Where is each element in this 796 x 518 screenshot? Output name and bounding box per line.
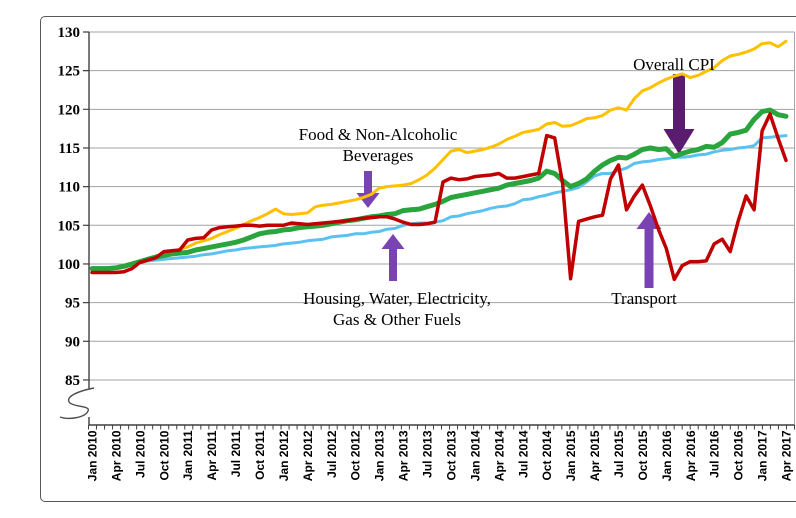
cpi-indices-line-chart: 85 90 95 100 105 110 115 120 125 130 Jan 2010 Apr 2… — [40, 16, 796, 502]
line-transport — [90, 112, 788, 282]
chart-canvas: 85 90 95 100 105 110 115 120 125 130 Jan 2010 Apr 2… — [58, 25, 795, 481]
overall-cpi-arrow-icon — [663, 74, 695, 154]
y-tick-label: 110 — [58, 180, 80, 196]
x-tick-label: Oct 2013 — [444, 430, 458, 480]
housing-label-line2: Gas & Other Fuels — [333, 310, 461, 329]
x-tick-label: Jul 2011 — [229, 430, 243, 477]
food-beverages-label-line1: Food & Non-Alcoholic — [299, 125, 458, 144]
transport-label: Transport — [611, 289, 677, 308]
x-tick-label: Jan 2012 — [277, 430, 291, 481]
x-tick-label: Jan 2017 — [756, 430, 770, 481]
x-tick-label: Oct 2016 — [732, 430, 746, 480]
x-tick-label: Jul 2016 — [708, 430, 722, 478]
y-tick-label: 85 — [65, 373, 80, 389]
x-tick-label: Jul 2010 — [133, 430, 147, 478]
y-axis-break-squiggle — [59, 387, 95, 420]
x-tick-label: Apr 2013 — [397, 430, 411, 481]
x-tick-label: Apr 2012 — [301, 430, 315, 481]
x-tick-label: Apr 2017 — [780, 430, 794, 481]
x-tick-label: Jan 2013 — [373, 430, 387, 481]
x-tick-label: Apr 2016 — [684, 430, 698, 481]
transport-arrow-icon — [636, 212, 662, 288]
x-tick-label: Jan 2016 — [660, 430, 674, 481]
y-tick-label: 100 — [58, 257, 81, 273]
x-tick-label: Jul 2014 — [516, 430, 530, 478]
x-tick-label: Apr 2011 — [205, 430, 219, 480]
y-tick-label: 125 — [58, 64, 81, 80]
x-tick-label: Oct 2011 — [253, 430, 267, 480]
housing-label-line1: Housing, Water, Electricity, — [303, 289, 491, 308]
x-tick-label: Jul 2013 — [421, 430, 435, 478]
x-tick-label: Oct 2014 — [540, 430, 554, 480]
y-tick-label: 95 — [65, 296, 80, 312]
x-tick-label: Oct 2010 — [157, 430, 171, 480]
x-tick-label: Jul 2012 — [325, 430, 339, 478]
x-tick-label: Jan 2015 — [564, 430, 578, 481]
y-tick-label: 130 — [58, 25, 81, 41]
x-tick-label: Apr 2015 — [588, 430, 602, 481]
y-tick-label: 120 — [58, 102, 81, 118]
y-tick-label: 90 — [65, 334, 80, 350]
x-tick-label: Apr 2014 — [492, 430, 506, 481]
line-food-beverages — [90, 39, 788, 271]
housing-arrow-icon — [381, 234, 405, 281]
x-tick-label: Jan 2011 — [181, 430, 195, 480]
x-tick-label: Jan 2010 — [86, 430, 100, 481]
overall-cpi-label: Overall CPI — [633, 55, 715, 74]
line-housing — [90, 134, 788, 270]
x-tick-label: Jul 2015 — [612, 430, 626, 478]
x-tick-label: Oct 2015 — [636, 430, 650, 480]
food-beverages-label-line2: Beverages — [343, 146, 414, 165]
x-tick-label: Apr 2010 — [109, 430, 123, 481]
y-tick-label: 115 — [58, 141, 80, 157]
y-tick-label: 105 — [58, 218, 81, 234]
x-tick-label: Jan 2014 — [468, 430, 482, 481]
x-tick-label: Oct 2012 — [349, 430, 363, 480]
